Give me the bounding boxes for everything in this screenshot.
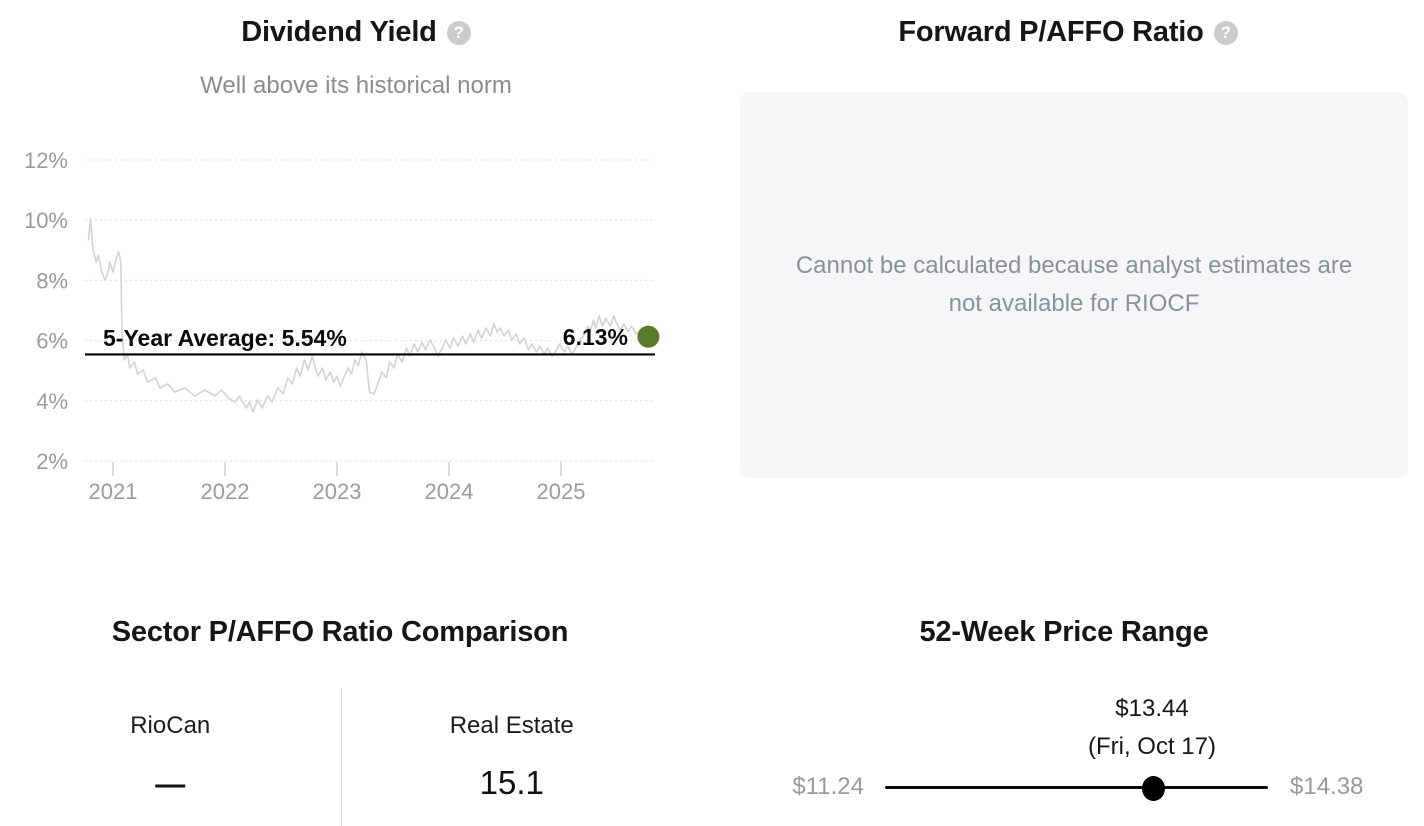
forward-paffo-title-row: Forward P/AFFO Ratio ? [712, 16, 1424, 49]
y-tick-label: 12% [24, 148, 68, 173]
x-tick-label: 2025 [537, 479, 586, 504]
price-range-title-row: 52-Week Price Range [724, 616, 1404, 649]
current-value-label: 6.13% [563, 324, 628, 350]
y-tick-label: 8% [36, 268, 68, 293]
not-available-message: Cannot be calculated because analyst est… [795, 252, 1353, 317]
not-available-box: Cannot be calculated because analyst est… [740, 92, 1408, 478]
current-value-marker [637, 325, 660, 348]
forward-paffo-title: Forward P/AFFO Ratio [898, 16, 1204, 48]
sector-value: 15.1 [479, 764, 544, 801]
dividend-yield-title-row: Dividend Yield ? [0, 16, 712, 49]
chart-overlay [85, 325, 660, 356]
range-high-label: $14.38 [1290, 773, 1364, 800]
dividend-yield-chart: 12% 10% 8% 6% 4% 2% 2021 2022 2023 2024 2025 5-Yea… [24, 148, 660, 504]
price-range-card: 52-Week Price Range $13.44 (Fri, Oct 17)… [724, 600, 1424, 826]
sector-comparison-title-row: Sector P/AFFO Ratio Comparison [0, 616, 680, 649]
y-tick-label: 2% [36, 449, 68, 474]
dividend-yield-card: Dividend Yield ? Well above its historic… [0, 0, 712, 600]
current-price-block: $13.44 (Fri, Oct 17) [1052, 690, 1252, 766]
x-tick-label: 2022 [201, 479, 250, 504]
sector-comparison-title: Sector P/AFFO Ratio Comparison [111, 616, 569, 648]
y-tick-label: 6% [36, 329, 68, 354]
price-range-marker [1141, 776, 1165, 801]
dividend-yield-line [87, 217, 650, 413]
current-price: $13.44 [1115, 695, 1189, 722]
x-tick-label: 2023 [313, 479, 362, 504]
y-tick-label: 4% [36, 389, 68, 414]
comparison-columns: RioCan — Real Estate 15.1 [0, 688, 682, 826]
help-icon[interactable]: ? [446, 20, 471, 45]
range-low-label: $11.24 [792, 773, 864, 800]
current-price-date: (Fri, Oct 17) [1087, 733, 1216, 760]
sector-name: Real Estate [449, 712, 574, 739]
comparison-column-company: RioCan — [0, 688, 341, 826]
y-tick-label: 10% [24, 208, 68, 233]
chart-gridlines: 12% 10% 8% 6% 4% 2% 2021 2022 2023 2024 2025 [24, 148, 655, 504]
average-label: 5-Year Average: 5.54% [103, 325, 347, 351]
company-value: — [155, 768, 186, 801]
x-tick-label: 2024 [425, 479, 474, 504]
sector-comparison-card: Sector P/AFFO Ratio Comparison RioCan — … [0, 600, 712, 826]
dividend-yield-subtitle: Well above its historical norm [200, 72, 512, 99]
price-range-title: 52-Week Price Range [919, 616, 1209, 648]
dividend-yield-title: Dividend Yield [241, 16, 437, 48]
forward-paffo-card: Forward P/AFFO Ratio ? Cannot be calcula… [712, 0, 1424, 600]
price-range-track [885, 786, 1268, 789]
x-tick-label: 2021 [89, 479, 138, 504]
comparison-column-sector: Real Estate 15.1 [340, 688, 683, 826]
chart-series [87, 217, 650, 413]
help-icon[interactable]: ? [1213, 20, 1238, 45]
company-name: RioCan [130, 712, 211, 739]
